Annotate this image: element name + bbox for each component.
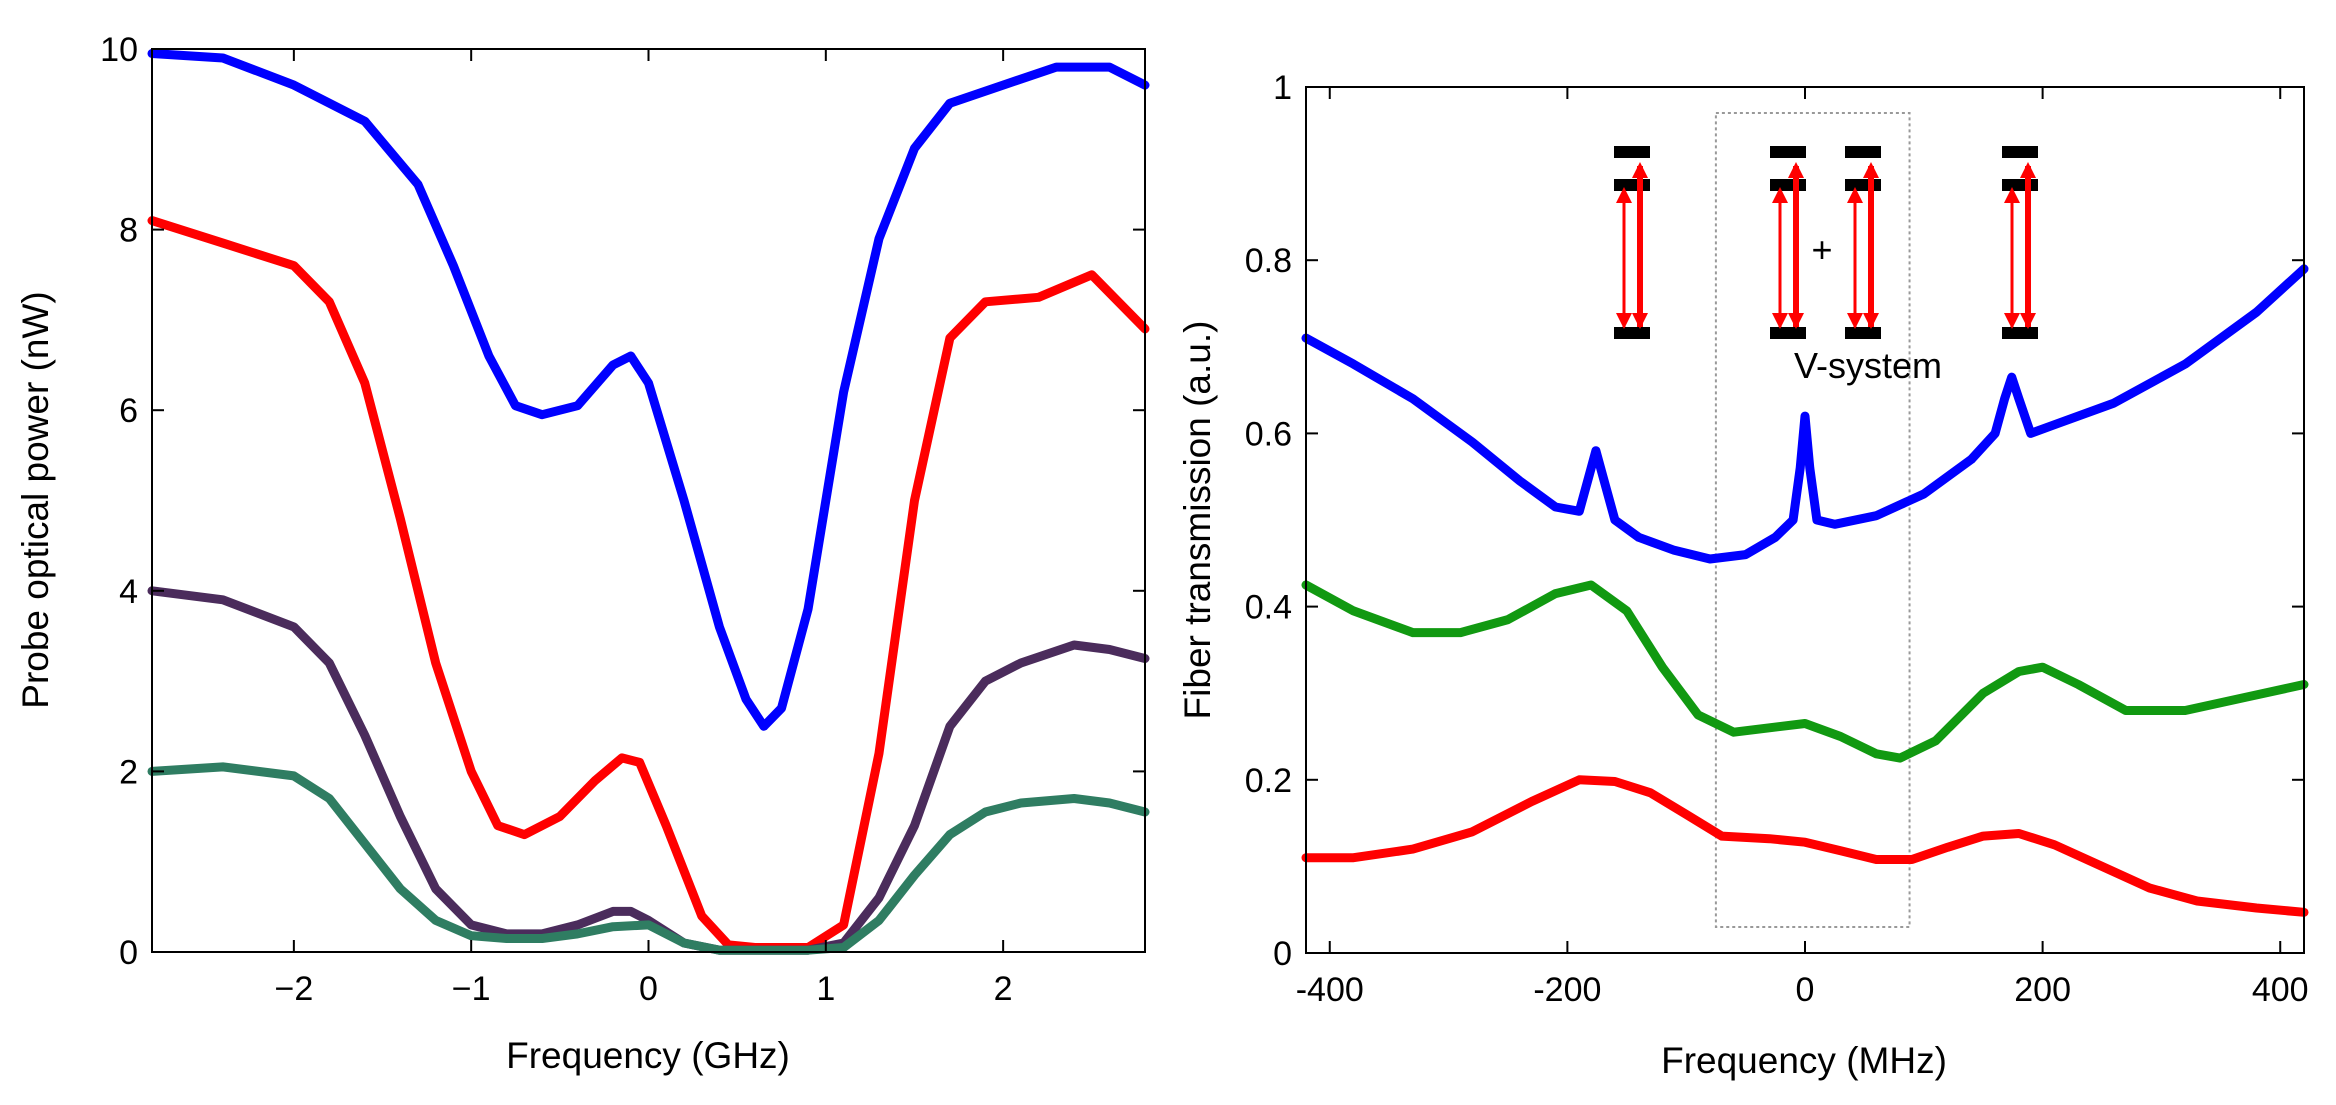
arrow-head-up — [1863, 162, 1879, 178]
c1-xtick-label: 200 — [2014, 971, 2071, 1009]
c0-ytick-label: 8 — [119, 212, 138, 250]
arrow-head-up — [1788, 162, 1804, 178]
energy-level-diagrams — [1614, 146, 2038, 339]
c1-series-0-line — [1301, 264, 2309, 564]
right-chart-ticks: -400 -200 0 200 400 0 0.2 0.4 0.6 0.8 1 — [1245, 69, 2309, 1009]
arrow-head-down — [1632, 313, 1648, 329]
arrow-head-down — [1788, 313, 1804, 329]
c0-series-3-line — [147, 762, 1150, 955]
energy-level-bar — [1614, 327, 1650, 339]
plus-sign-label: + — [1811, 229, 1832, 270]
energy-level-bar — [1770, 327, 1806, 339]
left-chart-ylabel: Probe optical power (nW) — [15, 291, 56, 708]
c0-ytick-label: 4 — [119, 573, 138, 611]
c1-xtick-label: 0 — [1796, 971, 1815, 1009]
c1-series-1-line — [1301, 580, 2309, 763]
c0-xtick-label: −2 — [274, 970, 313, 1008]
energy-level-bar — [1845, 146, 1881, 158]
right-chart-series-group — [1301, 264, 2309, 917]
c1-series-2-line — [1301, 775, 2309, 917]
c0-series-2-line — [147, 586, 1150, 955]
arrow-head-up — [1847, 187, 1863, 203]
c0-xtick-label: 1 — [816, 970, 835, 1008]
level-diagram-1 — [1770, 146, 1806, 339]
c0-ytick-label: 10 — [100, 31, 138, 69]
level-diagram-2 — [1845, 146, 1881, 339]
c1-ytick-label: 0.4 — [1245, 589, 1292, 627]
left-chart-axes-frame — [151, 48, 1146, 953]
right-chart-ylabel: Fiber transmission (a.u.) — [1177, 321, 1218, 720]
arrow-head-down — [2004, 313, 2020, 329]
energy-level-bar — [2002, 327, 2038, 339]
c0-ytick-label: 2 — [119, 753, 138, 791]
energy-level-bar — [1614, 179, 1650, 191]
c1-ytick-label: 0.2 — [1245, 762, 1292, 800]
left-chart-ticks: −2 −1 0 1 2 0 2 4 6 8 10 — [100, 31, 1145, 1008]
energy-level-bar — [1845, 179, 1881, 191]
right-chart-axes-frame — [1305, 86, 2305, 954]
c0-xtick-label: −1 — [452, 970, 491, 1008]
arrow-head-up — [1632, 162, 1648, 178]
arrow-head-down — [1772, 313, 1788, 329]
c0-xtick-label: 2 — [994, 970, 1013, 1008]
left-chart: −2 −1 0 1 2 0 2 4 6 8 10 Frequency (GHz) Probe opt… — [15, 31, 1150, 1076]
right-chart-xlabel: Frequency (MHz) — [1661, 1040, 1947, 1081]
energy-level-bar — [2002, 146, 2038, 158]
c1-ytick-label: 1 — [1273, 69, 1292, 107]
c1-ytick-label: 0.6 — [1245, 415, 1292, 453]
c1-xtick-label: -400 — [1296, 971, 1364, 1009]
arrow-head-up — [1616, 187, 1632, 203]
v-system-dotted-box — [1714, 111, 1911, 929]
arrow-head-up — [2004, 187, 2020, 203]
level-diagram-0 — [1614, 146, 1650, 339]
c0-ytick-label: 0 — [119, 934, 138, 972]
arrow-head-down — [1863, 313, 1879, 329]
left-chart-series-group — [147, 49, 1150, 955]
energy-level-bar — [2002, 179, 2038, 191]
arrow-head-down — [1847, 313, 1863, 329]
arrow-head-down — [2020, 313, 2036, 329]
energy-level-bar — [1770, 146, 1806, 158]
c0-series-0-line — [147, 49, 1150, 731]
arrow-head-down — [1616, 313, 1632, 329]
c0-series-1-line — [147, 216, 1150, 952]
energy-level-bar — [1770, 179, 1806, 191]
c0-xtick-label: 0 — [639, 970, 658, 1008]
level-diagram-3 — [2002, 146, 2038, 339]
arrow-head-up — [2020, 162, 2036, 178]
c0-ytick-label: 6 — [119, 392, 138, 430]
energy-level-bar — [1614, 146, 1650, 158]
c1-xtick-label: -200 — [1533, 971, 1601, 1009]
c1-xtick-label: 400 — [2252, 971, 2309, 1009]
left-chart-xlabel: Frequency (GHz) — [506, 1035, 790, 1076]
c1-ytick-label: 0.8 — [1245, 242, 1292, 280]
arrow-head-up — [1772, 187, 1788, 203]
c1-ytick-label: 0 — [1273, 935, 1292, 973]
right-chart: -400 -200 0 200 400 0 0.2 0.4 0.6 0.8 1 + V-system… — [1177, 69, 2309, 1081]
v-system-label: V-system — [1794, 345, 1942, 386]
energy-level-bar — [1845, 327, 1881, 339]
